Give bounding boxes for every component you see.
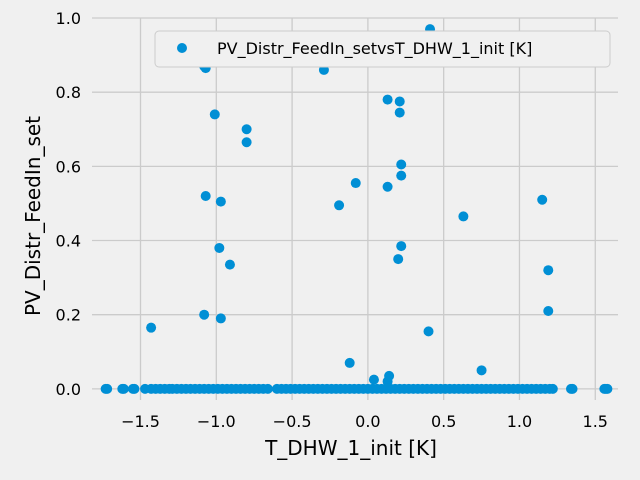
scatter-points	[100, 24, 613, 394]
data-point	[224, 259, 235, 270]
y-tick-label: 0.6	[56, 157, 81, 176]
y-tick-label: 0.2	[56, 306, 81, 325]
data-point	[396, 241, 407, 252]
x-axis-label: T_DHW_1_init [K]	[264, 436, 437, 460]
data-point	[344, 357, 355, 368]
data-point	[396, 159, 407, 170]
data-point	[394, 107, 405, 118]
data-point	[129, 383, 140, 394]
data-point	[382, 94, 393, 105]
data-point	[382, 181, 393, 192]
legend-box	[154, 30, 611, 68]
y-tick-label: 1.0	[56, 9, 81, 28]
y-axis-label: PV_Distr_FeedIn_set	[21, 116, 45, 316]
data-point	[423, 326, 434, 337]
data-point	[199, 309, 210, 320]
data-point	[547, 383, 558, 394]
x-tick-label: 0.0	[355, 412, 380, 431]
x-tick-label: 1.5	[583, 412, 608, 431]
x-tick-label: −0.5	[273, 412, 312, 431]
data-point	[543, 265, 554, 276]
data-point	[241, 124, 252, 135]
y-tick-label: 0.4	[56, 232, 81, 251]
legend-marker	[177, 43, 187, 53]
data-point	[350, 178, 361, 189]
data-point	[214, 242, 225, 253]
data-point	[368, 374, 379, 385]
legend-label: PV_Distr_FeedIn_setvsT_DHW_1_init [K]	[217, 39, 532, 59]
data-point	[102, 383, 113, 394]
data-point	[262, 383, 273, 394]
x-tick-label: 1.0	[507, 412, 532, 431]
data-point	[241, 137, 252, 148]
x-tick-label: −1.5	[121, 412, 160, 431]
data-point	[537, 194, 548, 205]
data-point	[200, 191, 211, 202]
data-point	[118, 383, 129, 394]
data-point	[215, 196, 226, 207]
data-point	[394, 96, 405, 107]
data-point	[209, 109, 220, 120]
data-point	[396, 170, 407, 181]
y-tick-label: 0.0	[56, 380, 81, 399]
data-point	[146, 322, 157, 333]
data-point	[602, 383, 613, 394]
data-point	[334, 200, 345, 211]
data-point	[567, 383, 578, 394]
x-tick-labels: −1.5 −1.0 −0.5 0.0 0.5 1.0 1.5	[121, 412, 608, 431]
y-tick-label: 0.8	[56, 83, 81, 102]
data-point	[543, 305, 554, 316]
data-point	[476, 365, 487, 376]
legend: PV_Distr_FeedIn_setvsT_DHW_1_init [K]	[154, 30, 611, 68]
data-point	[458, 211, 469, 222]
data-point	[215, 313, 226, 324]
x-tick-label: 0.5	[431, 412, 456, 431]
y-tick-labels: 0.0 0.2 0.4 0.6 0.8 1.0	[56, 9, 81, 399]
x-tick-label: −1.0	[197, 412, 236, 431]
data-point	[393, 254, 404, 265]
data-point	[382, 376, 393, 387]
